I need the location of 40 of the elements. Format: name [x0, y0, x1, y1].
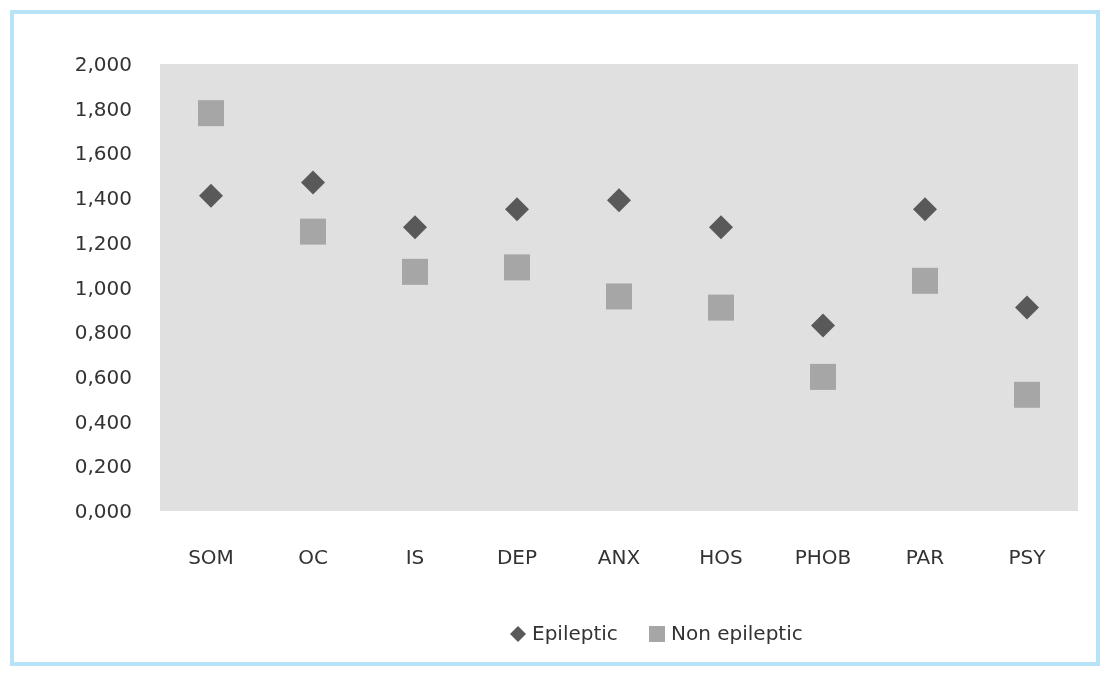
point [607, 188, 631, 213]
point [505, 197, 529, 222]
point [709, 215, 733, 240]
y-tick-label: 2,000 [74, 52, 132, 76]
point [1014, 381, 1040, 408]
x-tick-label: IS [405, 545, 425, 569]
y-tick-label: 1,600 [74, 141, 132, 166]
point [402, 258, 428, 285]
point [913, 197, 937, 222]
point [301, 170, 325, 195]
point [810, 363, 836, 390]
y-tick-label: 0,400 [74, 409, 132, 434]
x-tick-label: PHOB [794, 545, 852, 569]
point [403, 215, 427, 240]
y-tick-label: 0,800 [74, 320, 132, 345]
point [199, 183, 223, 208]
y-tick-label: 1,000 [74, 275, 132, 300]
x-tick-label: OC [298, 545, 328, 569]
point [708, 294, 734, 321]
point [912, 267, 938, 294]
y-tick-label: 1,400 [74, 186, 132, 211]
y-tick-label: 0,600 [74, 364, 132, 389]
point [504, 254, 530, 281]
x-tick-label: HOS [699, 545, 743, 569]
point [606, 283, 632, 310]
legend-label: Non epileptic [671, 621, 803, 645]
point [300, 218, 326, 245]
y-tick-label: 0,000 [74, 499, 132, 523]
y-tick-label: 1,800 [74, 96, 132, 121]
point [198, 100, 224, 127]
legend-label: Epileptic [532, 621, 618, 645]
point [1015, 295, 1039, 320]
y-tick-label: 0,200 [74, 454, 132, 479]
x-tick-label: ANX [597, 545, 641, 569]
x-tick-label: DEP [496, 545, 538, 569]
x-tick-label: PAR [905, 545, 945, 569]
x-tick-label: SOM [188, 545, 234, 569]
point [811, 313, 835, 338]
x-tick-label: PSY [1008, 545, 1047, 569]
y-tick-label: 1,200 [74, 230, 132, 255]
